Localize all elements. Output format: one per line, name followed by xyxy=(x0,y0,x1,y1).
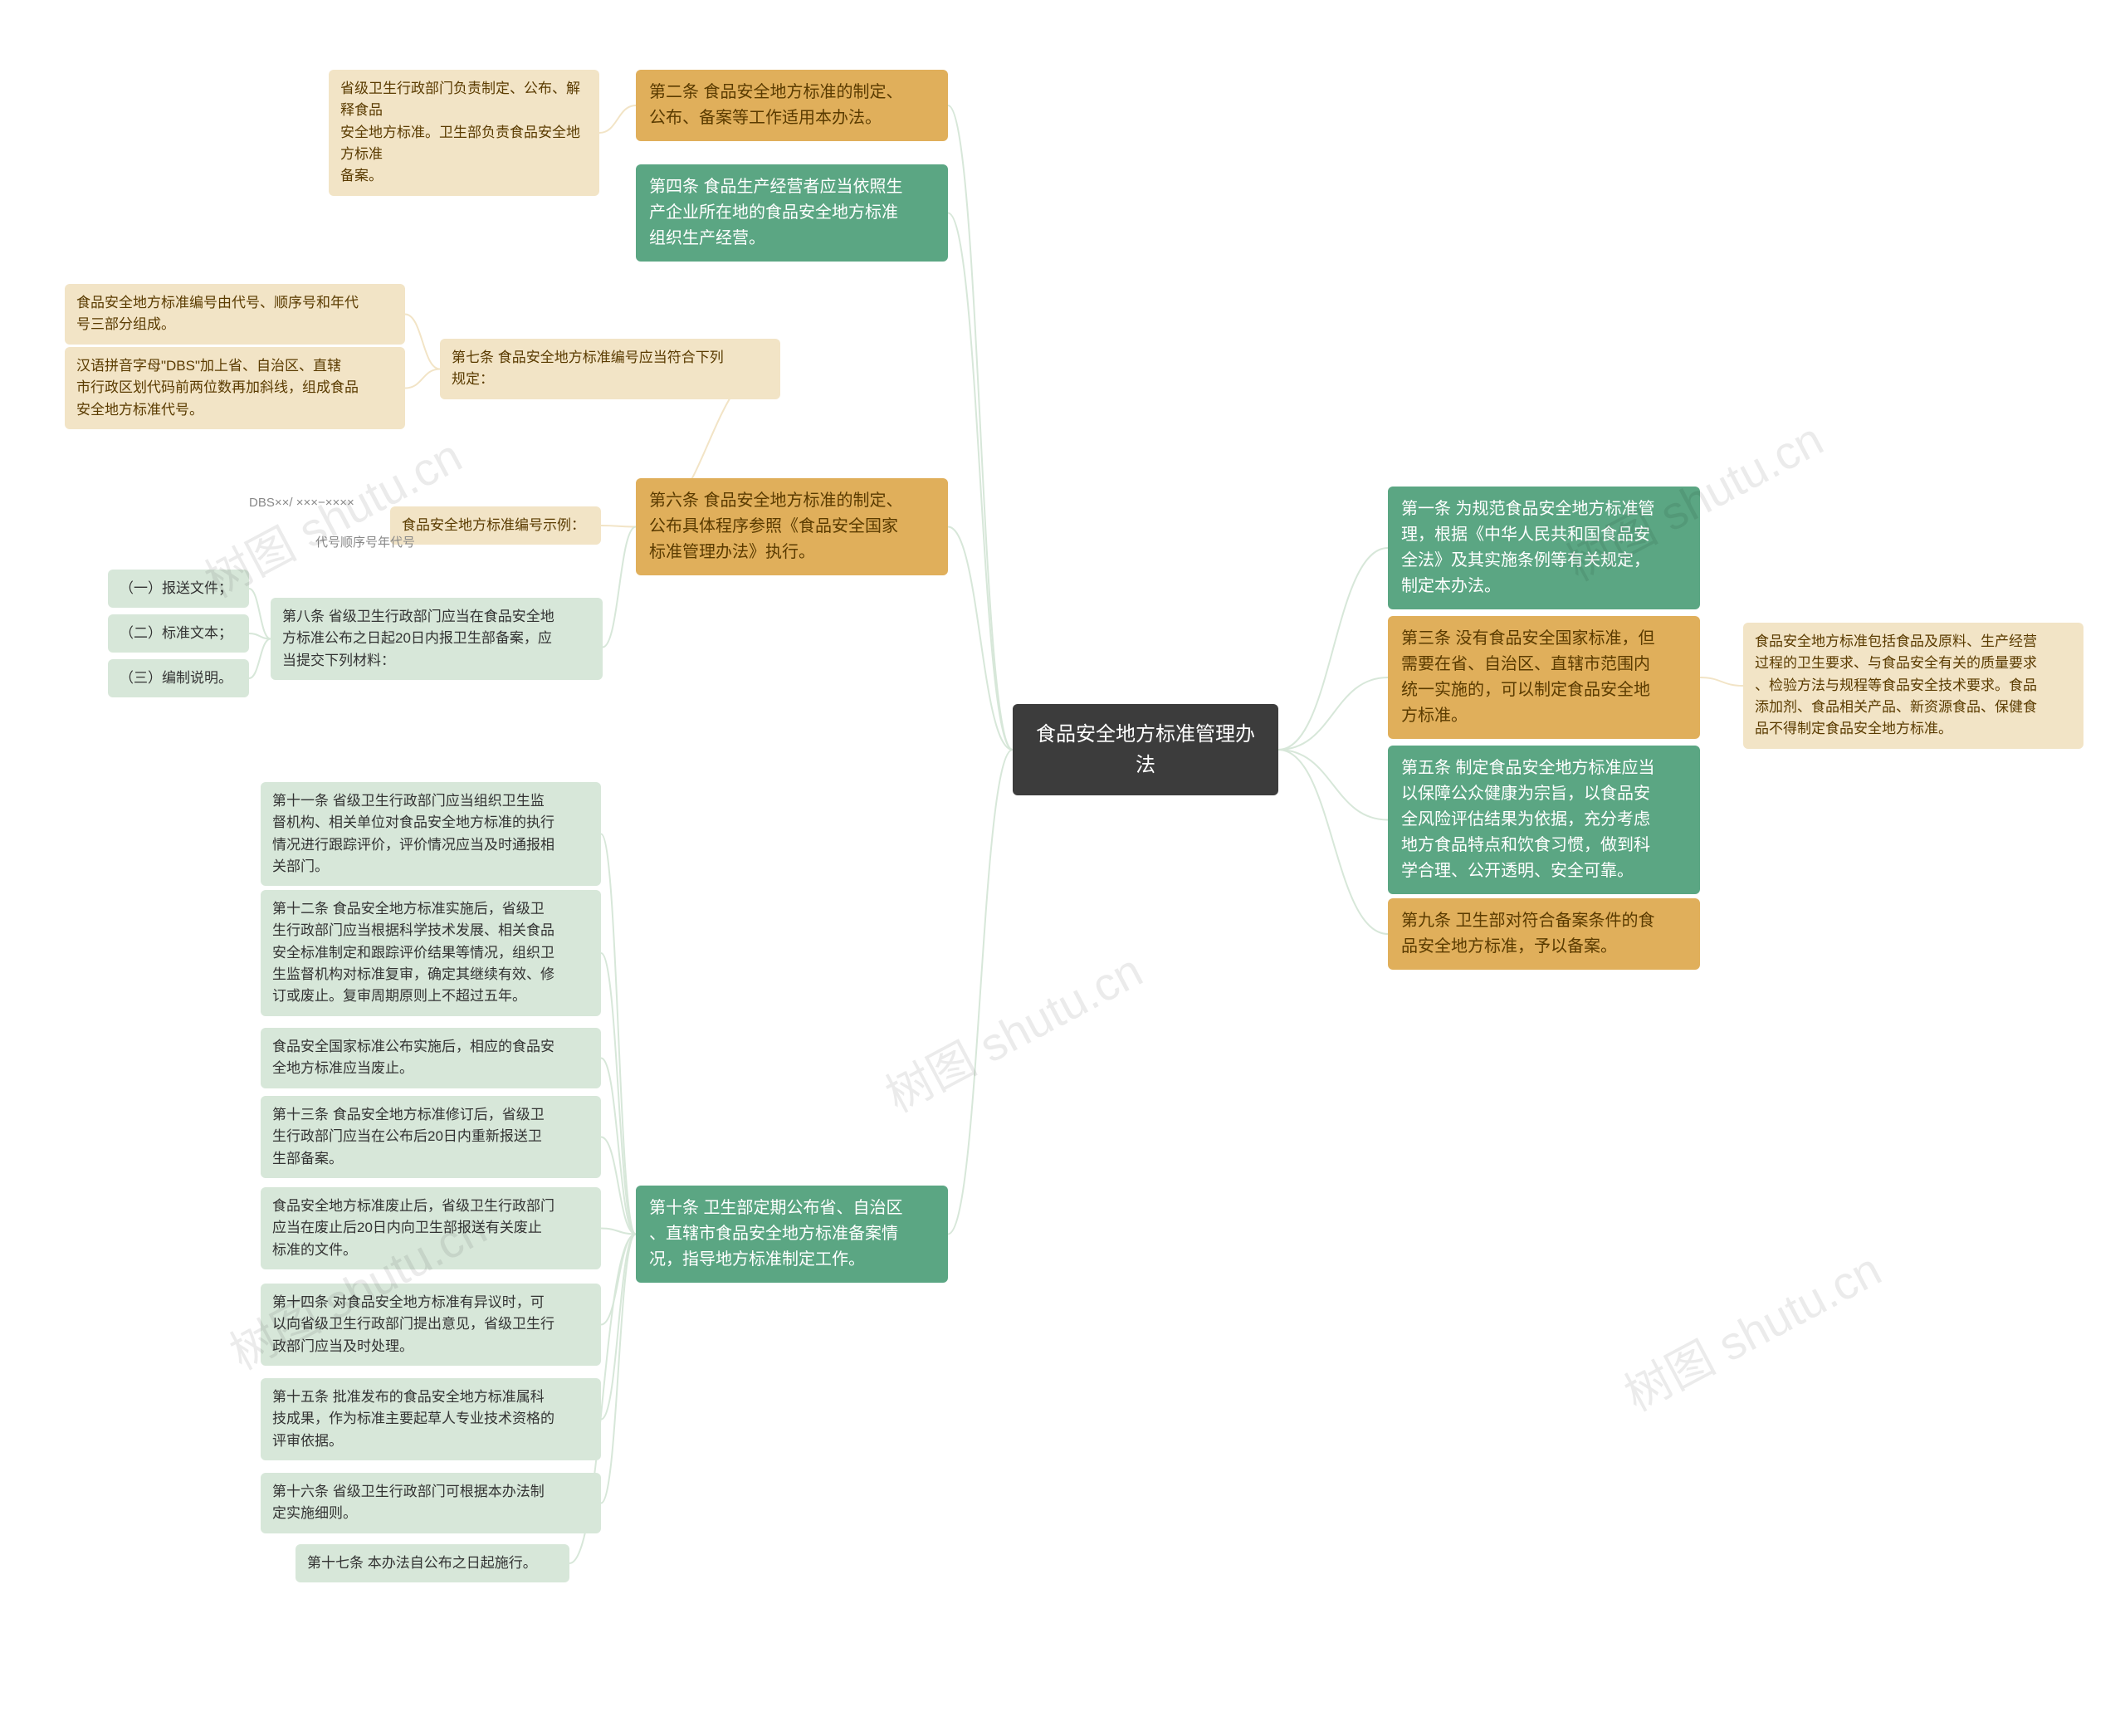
article-8: 第八条 省级卫生行政部门应当在食品安全地 方标准公布之日起20日内报卫生部备案，… xyxy=(271,598,603,680)
article-8-c: （三）编制说明。 xyxy=(108,659,249,697)
article-5: 第五条 制定食品安全地方标准应当 以保障公众健康为宗旨，以食品安 全风险评估结果… xyxy=(1388,746,1700,894)
article-8-b: （二）标准文本； xyxy=(108,614,249,653)
article-7: 第七条 食品安全地方标准编号应当符合下列 规定： xyxy=(440,339,780,399)
article-12: 第十二条 食品安全地方标准实施后，省级卫 生行政部门应当根据科学技术发展、相关食… xyxy=(261,890,601,1016)
example-line-1: DBS××/ ×××−×××× xyxy=(249,493,415,512)
root-node: 食品安全地方标准管理办 法 xyxy=(1013,704,1278,795)
article-13b: 食品安全地方标准废止后，省级卫生行政部门 应当在废止后20日内向卫生部报送有关废… xyxy=(261,1187,601,1269)
article-2: 第二条 食品安全地方标准的制定、 公布、备案等工作适用本办法。 xyxy=(636,70,948,141)
article-2-note: 省级卫生行政部门负责制定、公布、解释食品 安全地方标准。卫生部负责食品安全地方标… xyxy=(329,70,599,196)
article-3-note: 食品安全地方标准包括食品及原料、生产经营 过程的卫生要求、与食品安全有关的质量要… xyxy=(1743,623,2083,749)
watermark: 树图 shutu.cn xyxy=(872,934,1153,1126)
article-13: 第十三条 食品安全地方标准修订后，省级卫 生行政部门应当在公布后20日内重新报送… xyxy=(261,1096,601,1178)
article-7-a: 食品安全地方标准编号由代号、顺序号和年代 号三部分组成。 xyxy=(65,284,405,345)
article-14: 第十四条 对食品安全地方标准有异议时，可 以向省级卫生行政部门提出意见，省级卫生… xyxy=(261,1284,601,1366)
watermark: 树图 shutu.cn xyxy=(1611,1233,1892,1425)
article-9: 第九条 卫生部对符合备案条件的食 品安全地方标准，予以备案。 xyxy=(1388,898,1700,970)
article-3: 第三条 没有食品安全国家标准，但 需要在省、自治区、直辖市范围内 统一实施的，可… xyxy=(1388,616,1700,739)
article-12b: 食品安全国家标准公布实施后，相应的食品安 全地方标准应当废止。 xyxy=(261,1028,601,1088)
article-1: 第一条 为规范食品安全地方标准管 理，根据《中华人民共和国食品安 全法》及其实施… xyxy=(1388,487,1700,609)
article-4: 第四条 食品生产经营者应当依照生 产企业所在地的食品安全地方标准 组织生产经营。 xyxy=(636,164,948,262)
article-7-b: 汉语拼音字母"DBS"加上省、自治区、直辖 市行政区划代码前两位数再加斜线，组成… xyxy=(65,347,405,429)
article-8-a: （一）报送文件； xyxy=(108,570,249,608)
article-6: 第六条 食品安全地方标准的制定、 公布具体程序参照《食品安全国家 标准管理办法》… xyxy=(636,478,948,575)
article-17: 第十七条 本办法自公布之日起施行。 xyxy=(296,1544,569,1582)
article-10: 第十条 卫生部定期公布省、自治区 、直辖市食品安全地方标准备案情 况，指导地方标… xyxy=(636,1186,948,1283)
article-11: 第十一条 省级卫生行政部门应当组织卫生监 督机构、相关单位对食品安全地方标准的执… xyxy=(261,782,601,886)
article-16: 第十六条 省级卫生行政部门可根据本办法制 定实施细则。 xyxy=(261,1473,601,1533)
article-15: 第十五条 批准发布的食品安全地方标准属科 技成果，作为标准主要起草人专业技术资格… xyxy=(261,1378,601,1460)
example-line-2: 代号顺序号年代号 xyxy=(315,533,440,552)
